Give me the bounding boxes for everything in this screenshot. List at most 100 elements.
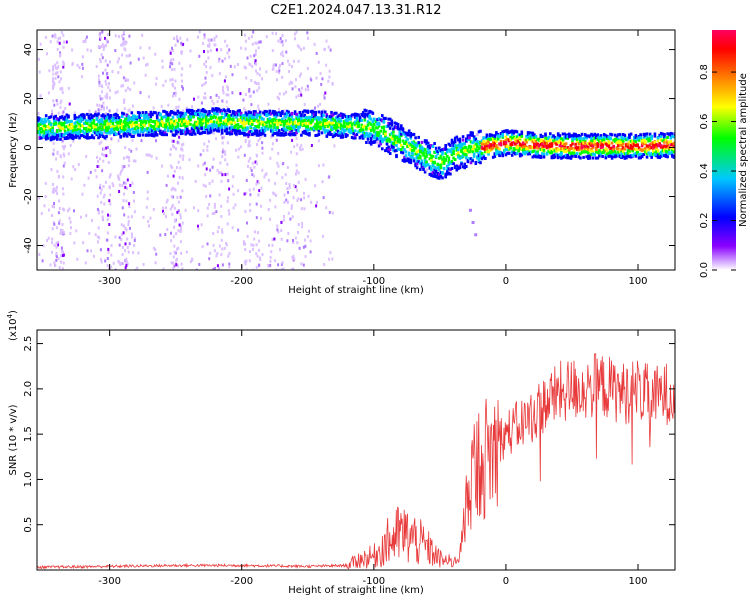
spectrogram-ridge-cell xyxy=(284,119,287,123)
spectrogram-noise-cell xyxy=(224,173,227,177)
spectrogram-ridge-cell xyxy=(282,129,286,133)
spectrogram-noise-cell xyxy=(248,94,251,98)
spectrogram-noise-cell xyxy=(60,99,63,103)
spectrogram-ridge-cell xyxy=(84,127,88,131)
spectrogram-ridge-cell xyxy=(38,130,42,134)
spectrogram-ridge-cell xyxy=(312,125,316,129)
spectrogram-noise-cell xyxy=(283,114,286,118)
spectrogram-noise-cell xyxy=(166,228,169,232)
spectrogram-noise-cell xyxy=(52,141,55,145)
spectrogram-ridge-cell xyxy=(293,127,297,131)
spectrogram-ridge-cell xyxy=(105,135,108,138)
spectrogram-ridge-cell xyxy=(484,150,487,154)
spectrogram-noise-cell xyxy=(75,229,78,233)
spectrogram-noise-cell xyxy=(290,150,293,154)
spectrogram-ridge-cell xyxy=(279,114,283,117)
spectrogram-noise-cell xyxy=(259,256,262,260)
spectrogram-ridge-cell xyxy=(406,142,409,146)
spectrogram-noise-cell xyxy=(205,71,208,74)
spectrogram-ridge-cell xyxy=(249,117,252,121)
spectrogram-ridge-cell xyxy=(587,154,590,158)
spectrogram-ridge-cell xyxy=(374,134,378,138)
spectrogram-noise-cell xyxy=(287,211,290,215)
spectrogram-ridge-cell xyxy=(423,164,427,168)
spectrogram-noise-cell xyxy=(59,36,62,40)
spectrogram-ridge-cell xyxy=(228,110,232,113)
spectrogram-noise-cell xyxy=(65,40,68,44)
spectrogram-ridge-cell xyxy=(392,137,395,141)
spectrogram-ridge-cell xyxy=(626,151,630,155)
spectrogram-noise-cell xyxy=(224,75,227,79)
spectrogram-noise-cell xyxy=(81,75,84,79)
spectrogram-ridge-cell xyxy=(510,133,514,136)
spectrogram-noise-cell xyxy=(221,150,224,154)
spectrogram-ridge-cell xyxy=(263,133,267,137)
spectrogram-noise-cell xyxy=(272,64,275,68)
spectrogram-ridge-cell xyxy=(182,120,186,123)
spectrogram-noise-cell xyxy=(206,214,209,218)
spectrogram-ridge-cell xyxy=(276,123,279,127)
spectrogram-ridge-cell xyxy=(381,140,384,144)
spectrogram-noise-cell xyxy=(111,70,114,74)
spectrogram-ridge-cell xyxy=(357,120,360,124)
spectrogram-ridge-cell xyxy=(590,132,593,136)
spectrogram-noise-cell xyxy=(123,98,126,102)
spectrogram-ridge-cell xyxy=(352,136,355,140)
spectrogram-noise-cell xyxy=(248,139,251,143)
spectrogram-ridge-cell xyxy=(102,127,105,131)
spectrogram-noise-cell xyxy=(54,66,57,70)
spectrogram-ridge-cell xyxy=(652,141,655,145)
spectrogram-ridge-cell xyxy=(190,127,194,131)
spectrogram-noise-cell xyxy=(105,82,108,86)
spectrogram-noise-cell xyxy=(110,253,113,257)
spectrogram-noise-cell xyxy=(56,66,59,70)
spectrogram-noise-cell xyxy=(127,220,130,223)
spectrogram-ridge-cell xyxy=(355,119,359,122)
spectrogram-ridge-cell xyxy=(422,147,425,151)
spectrogram-ridge-cell xyxy=(628,140,631,144)
spectrogram-ridge-cell xyxy=(575,152,579,156)
spectrogram-noise-cell xyxy=(255,243,258,247)
spectrogram-ridge-cell xyxy=(596,142,600,145)
spectrogram-ridge-cell xyxy=(98,120,102,124)
spectrogram-ridge-cell xyxy=(162,130,165,134)
spectrogram-ridge-cell xyxy=(614,150,617,154)
spectrogram-ridge-cell xyxy=(602,136,606,139)
spectrogram-ridge-cell xyxy=(117,117,121,121)
spectrogram-ridge-cell xyxy=(159,119,162,123)
spectrogram-ridge-cell xyxy=(407,144,411,148)
spectrogram-ridge-cell xyxy=(615,141,619,145)
spectrogram-ridge-cell xyxy=(108,114,111,118)
spectrogram-ridge-cell xyxy=(368,121,371,125)
spectrogram-ridge-cell xyxy=(152,134,156,138)
spectrogram-noise-cell xyxy=(181,157,184,161)
spectrogram-noise-cell xyxy=(221,59,224,63)
spectrogram-noise-cell xyxy=(269,259,272,263)
spectrogram-ridge-cell xyxy=(431,171,435,174)
spectrogram-noise-cell xyxy=(282,218,285,222)
spectrogram-ridge-cell xyxy=(520,130,524,134)
spectrogram-noise-cell xyxy=(61,87,64,91)
spectrogram-ridge-cell xyxy=(663,137,666,141)
spectrogram-ridge-cell xyxy=(219,116,222,120)
spectrogram-noise-cell xyxy=(124,185,127,189)
spectrogram-ridge-cell xyxy=(591,152,595,156)
spectrogram-noise-cell xyxy=(104,180,107,184)
spectrogram-noise-cell xyxy=(122,100,125,104)
spectrogram-noise-cell xyxy=(276,161,279,165)
spectrogram-ridge-cell xyxy=(206,119,210,123)
spectrogram-ridge-cell xyxy=(433,165,436,169)
spectrogram-noise-cell xyxy=(119,263,122,266)
spectrogram-ridge-cell xyxy=(254,126,257,130)
spectrogram-ridge-cell xyxy=(366,114,370,118)
spectrogram-noise-cell xyxy=(282,92,285,96)
spectrogram-ridge-cell xyxy=(125,114,129,118)
spectrogram-ridge-cell xyxy=(224,129,227,133)
spectrogram-ridge-cell xyxy=(354,112,357,116)
spectrogram-noise-cell xyxy=(174,43,177,47)
spectrogram-ridge-cell xyxy=(566,133,569,137)
spectrogram-noise-cell xyxy=(60,231,63,235)
spectrogram-ridge-cell xyxy=(300,114,303,118)
spectrogram-ridge-cell xyxy=(479,161,482,165)
spectrogram-noise-cell xyxy=(207,139,210,143)
